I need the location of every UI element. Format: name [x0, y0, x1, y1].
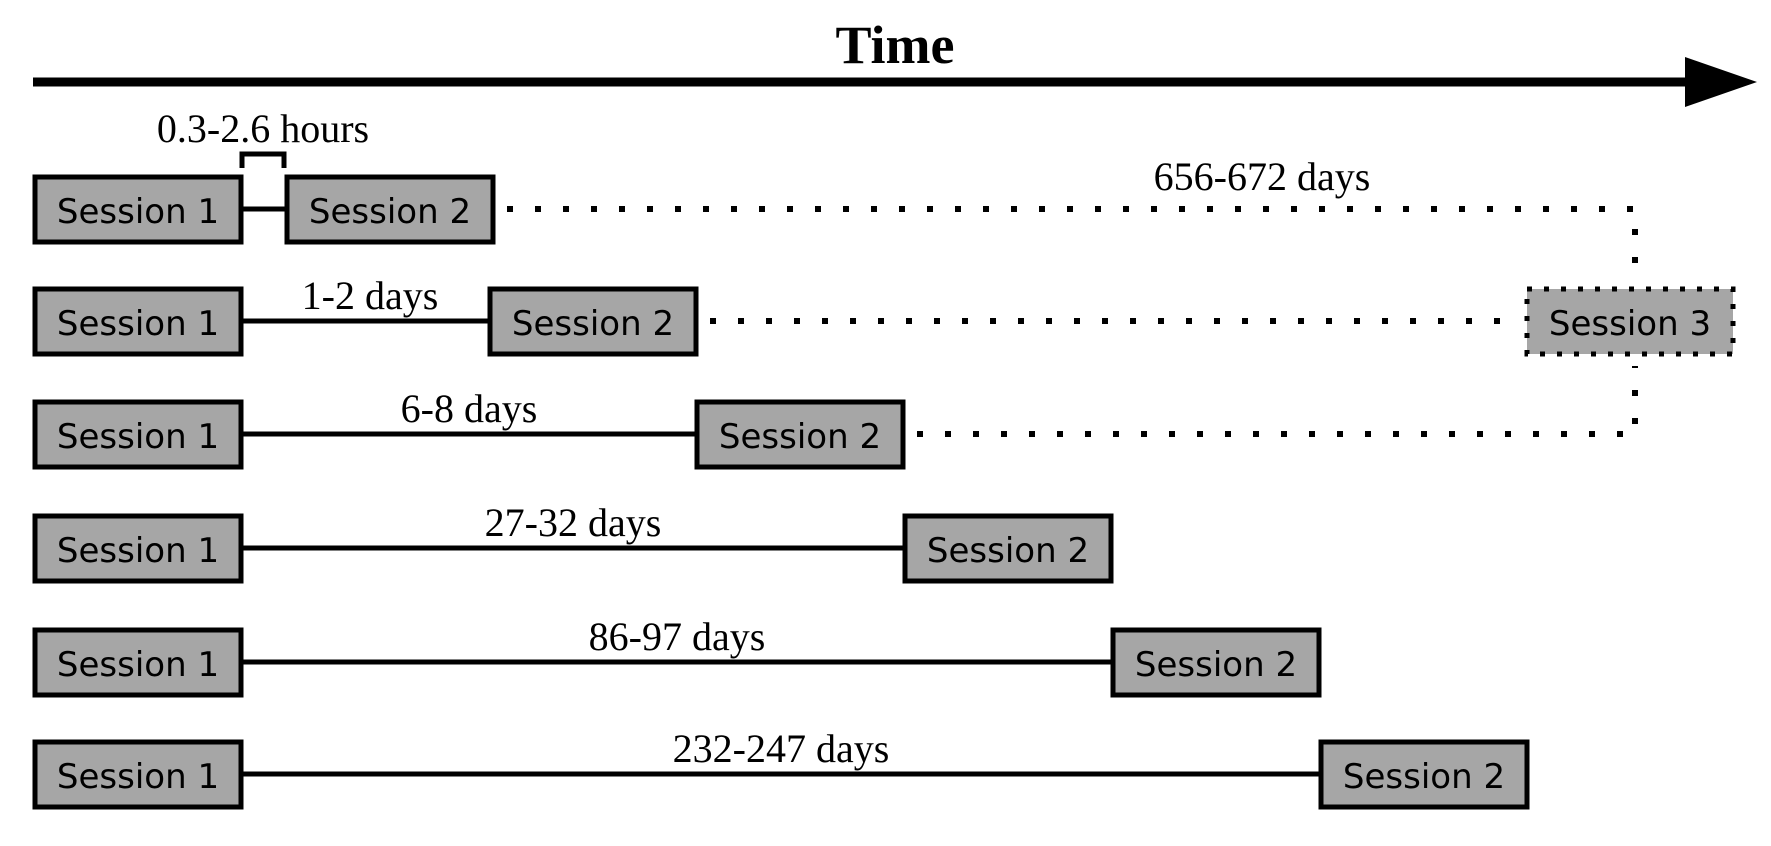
session2-label: Session 2: [719, 417, 881, 457]
row-hours: Session 1 0.3-2.6 hours Session 2: [32, 106, 496, 245]
session1-label: Session 1: [57, 192, 219, 232]
session1-label: Session 1: [57, 757, 219, 797]
time-title: Time: [836, 15, 955, 75]
interval-bracket: [239, 151, 287, 168]
session1-box: [32, 286, 244, 357]
session3-box: [1524, 286, 1736, 357]
session2-box: [1318, 739, 1530, 810]
session1-box: [32, 739, 244, 810]
row-days-232-247: Session 1 232-247 days Session 2: [32, 726, 1530, 810]
interval-label: 27-32 days: [485, 500, 662, 545]
session2-box: [694, 399, 906, 470]
session1-label: Session 1: [57, 531, 219, 571]
row-days-6-8: Session 1 6-8 days Session 2: [32, 386, 906, 470]
row-days-86-97: Session 1 86-97 days Session 2: [32, 614, 1322, 698]
session2-label: Session 2: [309, 192, 471, 232]
dotted-connector-row1: [507, 206, 1638, 276]
session3-label: Session 3: [1549, 304, 1711, 344]
interval-label: 6-8 days: [401, 386, 538, 431]
session2-label: Session 2: [512, 304, 674, 344]
interval-label: 86-97 days: [589, 614, 766, 659]
followup-connections: 656-672 days Session 3: [507, 154, 1736, 437]
session2-box: [1110, 627, 1322, 698]
session1-label: Session 1: [57, 417, 219, 457]
interval-label: 0.3-2.6 hours: [157, 106, 369, 151]
session1-label: Session 1: [57, 304, 219, 344]
dotted-connector-row3: [917, 366, 1638, 437]
session2-label: Session 2: [1343, 757, 1505, 797]
row-days-1-2: Session 1 1-2 days Session 2: [32, 273, 699, 357]
interval-label: 1-2 days: [302, 273, 439, 318]
session2-label: Session 2: [1135, 645, 1297, 685]
interval-label: 232-247 days: [673, 726, 890, 771]
row-days-27-32: Session 1 27-32 days Session 2: [32, 500, 1114, 584]
session2-box: [284, 174, 496, 245]
time-arrowhead-icon: [1685, 57, 1757, 107]
followup-interval-label: 656-672 days: [1154, 154, 1371, 199]
session1-label: Session 1: [57, 645, 219, 685]
session2-box: [487, 286, 699, 357]
session2-label: Session 2: [927, 531, 1089, 571]
session1-box: [32, 399, 244, 470]
session2-box: [902, 513, 1114, 584]
